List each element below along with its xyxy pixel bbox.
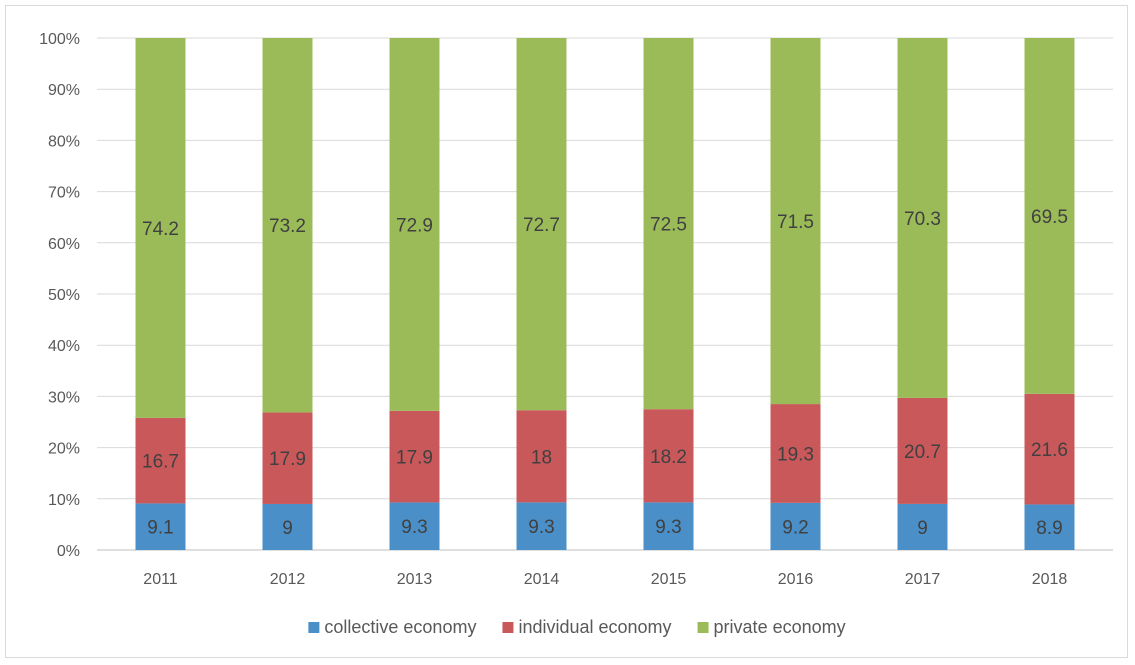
data-label: 9.3 [655, 517, 681, 538]
legend: collective economy individual economy priv… [308, 617, 846, 637]
bar-segment [135, 417, 186, 504]
bar-segment [643, 409, 694, 503]
bar-segment [1024, 504, 1075, 550]
legend-label: private economy [714, 617, 846, 637]
y-tick-label: 100% [39, 31, 80, 48]
y-tick-label: 10% [48, 492, 80, 509]
data-label: 20.7 [904, 442, 941, 463]
data-label: 16.7 [142, 452, 179, 473]
y-axis-ticks: 0% 10% 20% 30% 40% 50% 60% 70% 80% 90% 100% [39, 31, 80, 560]
y-tick-label: 80% [48, 133, 80, 150]
data-label: 72.7 [523, 215, 560, 236]
bar-segment [897, 38, 948, 398]
legend-label: individual economy [518, 617, 671, 637]
y-tick-label: 90% [48, 82, 80, 99]
data-label: 72.9 [396, 215, 433, 236]
x-tick-label: 2018 [1032, 571, 1068, 588]
y-tick-label: 20% [48, 441, 80, 458]
bar-segment [1024, 38, 1075, 394]
y-tick-label: 60% [48, 236, 80, 253]
y-tick-label: 0% [57, 543, 80, 560]
x-tick-label: 2013 [397, 571, 433, 588]
data-labels: 9.1 16.7 74.2 9 17.9 73.2 9.3 17.9 72.9 9.3 18 72.7… [142, 207, 1068, 539]
x-tick-label: 2011 [143, 571, 178, 588]
y-tick-label: 70% [48, 185, 80, 202]
x-tick-label: 2014 [524, 571, 560, 588]
y-tick-label: 50% [48, 287, 80, 304]
bar-segment [389, 38, 440, 411]
bar-segment [643, 502, 694, 550]
bar-segment [135, 503, 186, 550]
data-label: 69.5 [1031, 207, 1068, 228]
x-tick-label: 2015 [651, 571, 687, 588]
data-label: 18 [531, 447, 552, 468]
bar-segment [897, 503, 948, 550]
data-label: 8.9 [1036, 518, 1062, 539]
data-label: 72.5 [650, 215, 687, 236]
legend-swatch [697, 622, 709, 633]
data-label: 71.5 [777, 212, 814, 233]
bar-segment [770, 38, 821, 405]
bar-segment [389, 410, 440, 503]
legend-swatch [308, 622, 320, 633]
data-label: 70.3 [904, 209, 941, 230]
bar-segment [516, 410, 567, 503]
data-label: 9.3 [528, 517, 554, 538]
bar-segment [770, 502, 821, 550]
y-tick-label: 40% [48, 338, 80, 355]
bar-segment [262, 503, 313, 550]
x-axis-ticks: 2011 2012 2013 2014 2015 2016 2017 2018 [143, 571, 1067, 588]
bars [135, 38, 1075, 550]
y-tick-label: 30% [48, 389, 80, 406]
gridlines [97, 37, 1113, 551]
data-label: 9 [282, 518, 293, 539]
legend-item: collective economy [308, 617, 476, 637]
data-label: 9 [917, 518, 928, 539]
bar-segment [135, 38, 186, 418]
data-label: 9.1 [147, 518, 173, 539]
bar-segment [1024, 393, 1075, 505]
data-label: 73.2 [269, 216, 306, 237]
x-tick-label: 2012 [270, 571, 306, 588]
data-label: 9.3 [401, 517, 427, 538]
data-label: 18.2 [650, 447, 687, 468]
bar-segment [643, 38, 694, 410]
data-label: 74.2 [142, 219, 179, 240]
data-label: 19.3 [777, 444, 814, 465]
bar-segment [770, 404, 821, 503]
data-label: 17.9 [269, 449, 306, 470]
x-tick-label: 2017 [905, 571, 941, 588]
legend-item: private economy [697, 617, 846, 637]
legend-label: collective economy [324, 617, 476, 637]
bar-segment [389, 502, 440, 550]
legend-swatch [502, 622, 514, 633]
bar-segment [897, 397, 948, 504]
bar-segment [516, 38, 567, 411]
bar-segment [262, 38, 313, 413]
data-label: 17.9 [396, 448, 433, 469]
data-label: 21.6 [1031, 440, 1068, 461]
data-label: 9.2 [782, 517, 808, 538]
x-tick-label: 2016 [778, 571, 814, 588]
bar-segment [262, 412, 313, 504]
bar-segment [516, 502, 567, 550]
legend-item: individual economy [502, 617, 672, 637]
